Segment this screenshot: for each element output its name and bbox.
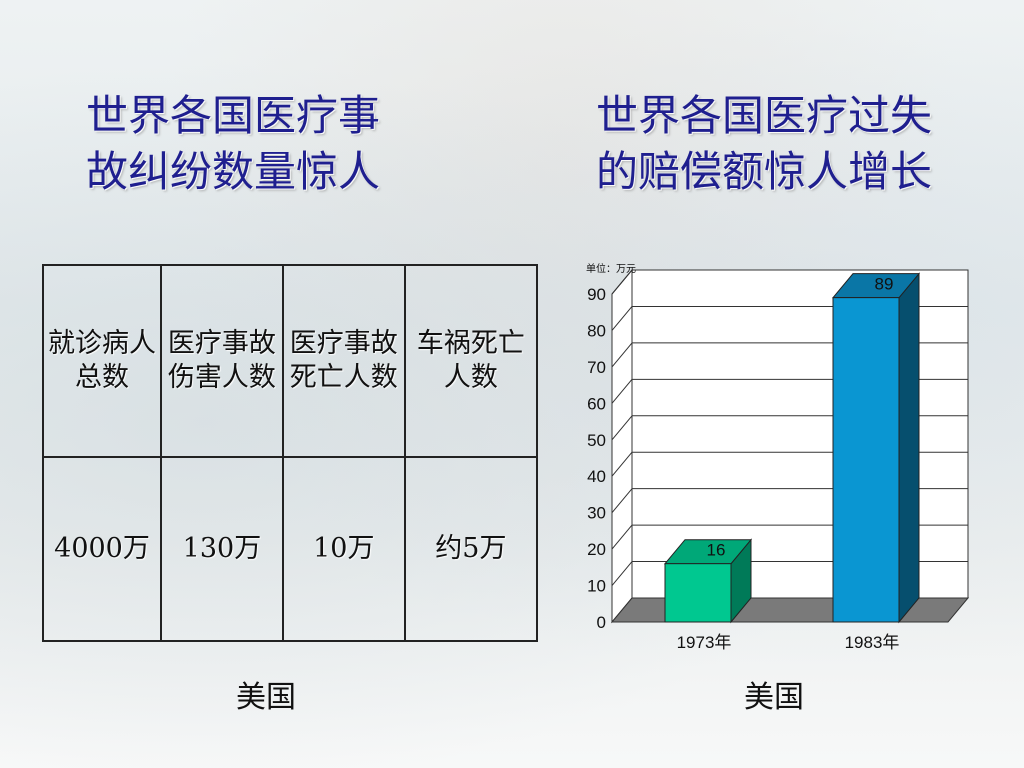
cell-traffic-deaths: 约5万 [403,456,539,642]
header-injuries: 医疗事故伤害人数 [160,264,284,458]
right-title-line2: 的赔偿额惊人增长 [596,147,933,196]
y-tick-label: 50 [587,431,606,450]
x-tick-label: 1983年 [845,633,900,652]
table-row: 4000万 130万 10万 约5万 [42,456,539,642]
bar [832,297,900,623]
bar-chart: 0 10 20 30 40 50 60 70 80 90 单位：万元 16 1973年 89 1983年 [586,262,970,652]
gridline-side [611,488,633,513]
left-title-line1: 世界各国医疗事 [86,91,381,140]
cell-deaths: 10万 [281,456,406,642]
gridline-side [611,451,633,477]
gridline-side [611,306,633,331]
y-tick-label: 30 [587,504,606,523]
unit-label: 单位：万元 [586,262,636,275]
y-tick-label: 40 [587,467,606,486]
right-caption: 美国 [744,680,804,715]
gridline-side [611,415,633,441]
gridline-side [611,269,633,295]
gridline-side [611,342,633,368]
gridline-side [611,379,633,404]
header-traffic-deaths: 车祸死亡人数 [403,264,539,458]
left-title-line2: 故纠纷数量惊人 [86,147,381,196]
data-label: 16 [707,541,726,560]
left-title: 世界各国医疗事 故纠纷数量惊人 [86,88,426,200]
y-tick-label: 80 [587,321,606,340]
gridline-side [611,561,633,586]
bar [664,563,732,623]
chart-side-wall [611,268,633,624]
right-title-line1: 世界各国医疗过失 [596,91,933,140]
header-total-patients: 就诊病人总数 [42,264,162,458]
cell-injuries: 130万 [160,456,284,642]
y-tick-label: 70 [587,358,606,377]
data-label: 89 [875,275,894,294]
bar-side [898,272,920,624]
y-tick-label: 10 [587,577,606,596]
y-tick-label: 60 [587,394,606,413]
gridline-side [611,524,633,550]
table-header-row: 就诊病人总数 医疗事故伤害人数 医疗事故死亡人数 车祸死亡人数 [42,264,539,458]
y-tick-label: 0 [597,613,606,632]
y-tick-label: 90 [587,285,606,304]
y-tick-label: 20 [587,540,606,559]
cell-total-patients: 4000万 [42,456,162,642]
x-tick-label: 1973年 [677,633,732,652]
left-caption: 美国 [236,680,296,715]
right-title: 世界各国医疗过失 的赔偿额惊人增长 [596,88,976,200]
statistics-table: 就诊病人总数 医疗事故伤害人数 医疗事故死亡人数 车祸死亡人数 4000万 13… [42,264,539,642]
header-deaths: 医疗事故死亡人数 [281,264,406,458]
